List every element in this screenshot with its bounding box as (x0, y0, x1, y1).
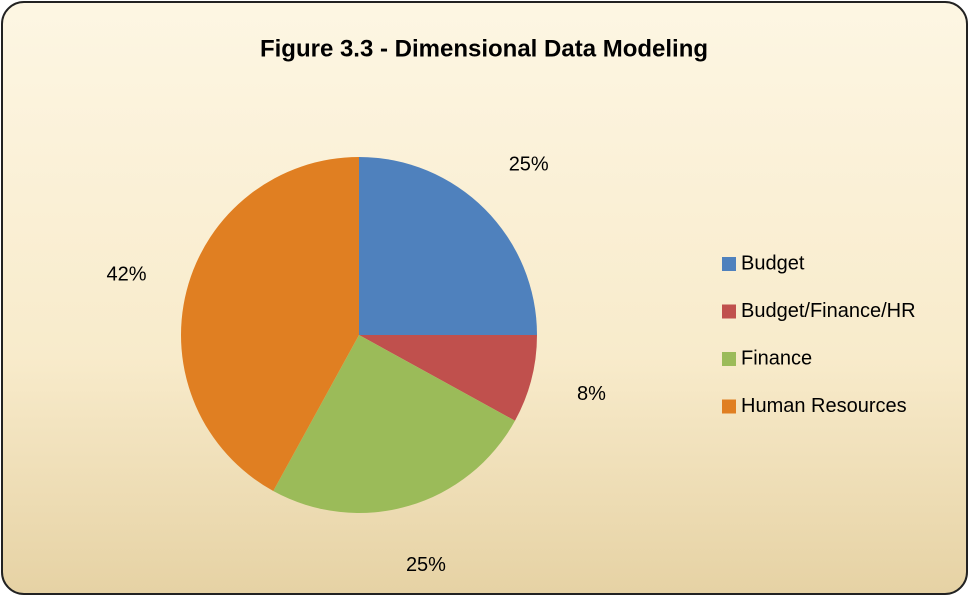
legend-swatch (722, 257, 736, 271)
data-label: 25% (406, 554, 446, 576)
legend-swatch (722, 399, 736, 414)
pie-slice (181, 157, 359, 491)
data-label: 25% (509, 154, 549, 176)
legend-swatch (722, 352, 736, 366)
chart-title: Figure 3.3 - Dimensional Data Modeling (260, 35, 708, 62)
pie-slice (273, 335, 515, 513)
data-label: 8% (577, 383, 606, 405)
legend-label: Budget/Finance/HR (741, 300, 916, 322)
legend-label: Human Resources (741, 395, 907, 417)
legend-swatch (722, 304, 736, 319)
pie-slice (359, 157, 537, 335)
data-label: 42% (107, 264, 147, 286)
legend-label: Budget (741, 252, 805, 274)
legend-label: Finance (741, 347, 812, 369)
pie-slice (359, 335, 538, 421)
